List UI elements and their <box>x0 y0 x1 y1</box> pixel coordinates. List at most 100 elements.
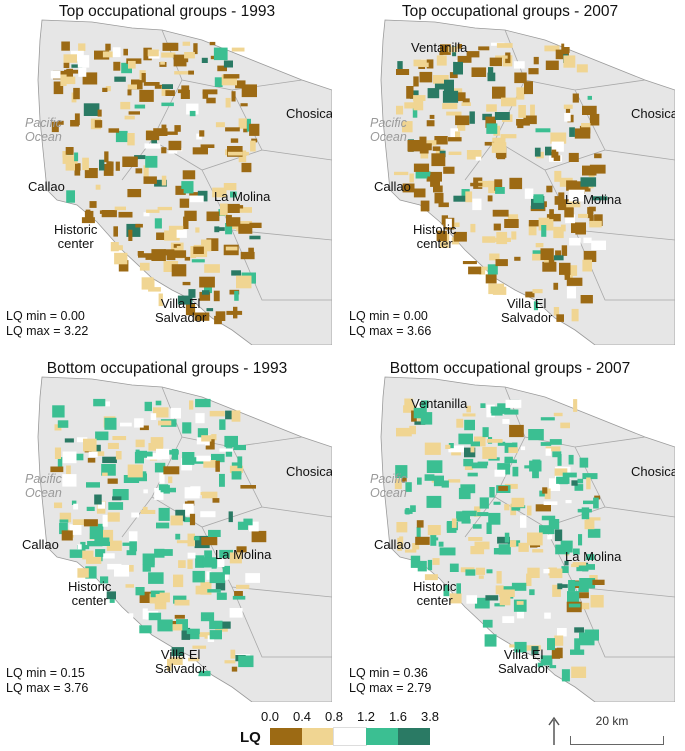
lq-patch <box>591 240 606 250</box>
lq-max: LQ max = 3.22 <box>6 324 89 338</box>
lq-patch <box>175 533 181 540</box>
lq-patch <box>135 449 140 457</box>
lq-patch <box>134 451 144 464</box>
lq-patch <box>494 603 505 607</box>
lq-patch <box>463 458 474 467</box>
lq-patch <box>236 584 250 589</box>
lq-patch <box>565 214 575 224</box>
lq-patch <box>182 422 192 434</box>
lq-patch <box>102 51 113 58</box>
lq-patch <box>231 91 236 102</box>
legend-tick: 0.4 <box>292 709 312 724</box>
lq-patch <box>171 264 187 277</box>
legend-swatch-1.6-3.8 <box>398 728 430 745</box>
lq-patch <box>102 456 117 463</box>
lq-patch <box>442 90 459 103</box>
lq-patch <box>100 576 109 584</box>
lq-patch <box>570 649 585 655</box>
lq-patch <box>176 540 192 544</box>
lq-patch <box>125 584 134 588</box>
lq-patch <box>528 223 537 236</box>
lq-patch <box>94 494 102 505</box>
lq-patch <box>593 497 599 509</box>
panel-title: Top occupational groups - 2007 <box>401 3 619 20</box>
lq-patch <box>545 60 559 70</box>
lq-patch <box>467 472 478 477</box>
lq-patch <box>461 617 472 629</box>
lq-patch <box>523 115 537 125</box>
lq-patch <box>128 111 140 115</box>
lq-patch <box>99 210 115 214</box>
lq-patch <box>211 564 217 569</box>
lq-patch <box>94 50 110 60</box>
lq-patch <box>217 65 227 72</box>
north-arrow-icon <box>548 716 560 745</box>
lq-patch <box>530 104 535 118</box>
lq-patch <box>397 61 403 73</box>
lq-patch <box>589 206 596 212</box>
lq-patch <box>396 105 404 115</box>
lq-patch <box>245 573 260 583</box>
lq-patch <box>582 105 597 115</box>
lq-patch <box>249 235 261 240</box>
lq-patch <box>243 518 253 526</box>
lq-patch <box>468 537 483 541</box>
lq-patch <box>433 75 449 84</box>
lq-patch <box>188 657 200 662</box>
lq-patch <box>183 216 189 229</box>
lq-patch <box>479 270 486 275</box>
lq-patch <box>553 282 559 290</box>
lq-patch <box>513 61 525 69</box>
lq-patch <box>203 460 216 468</box>
lq-patch <box>457 55 472 63</box>
lq-patch <box>139 89 154 102</box>
lq-patch <box>448 151 462 155</box>
lq-patch <box>562 472 577 478</box>
lq-patch <box>533 194 544 203</box>
lq-patch <box>553 255 564 261</box>
scale-bar: 20 km <box>548 712 678 748</box>
lq-patch <box>183 503 194 516</box>
lq-patch <box>577 508 592 513</box>
lq-patch <box>540 442 552 446</box>
legend-tick: 1.2 <box>356 709 376 724</box>
lq-patch <box>552 213 561 222</box>
lq-patch <box>532 289 543 294</box>
lq-patch <box>552 584 561 597</box>
lq-patch <box>77 437 88 443</box>
lq-patch <box>107 478 118 484</box>
lq-patch <box>569 127 575 137</box>
legend-title: LQ <box>240 729 261 746</box>
lq-patch <box>544 488 551 500</box>
lq-patch <box>407 140 422 152</box>
lq-patch <box>566 201 581 208</box>
lq-patch <box>104 151 109 163</box>
lq-patch <box>445 444 451 449</box>
map-canvas <box>380 19 675 345</box>
lq-patch <box>78 43 86 51</box>
lq-patch <box>535 243 544 248</box>
lq-patch <box>171 647 184 657</box>
lq-patch <box>413 95 426 101</box>
lq-patch <box>163 261 179 272</box>
lq-patch <box>549 439 562 445</box>
lq-patch <box>579 564 595 570</box>
lq-patch <box>193 246 204 254</box>
lq-patch <box>114 252 128 265</box>
lq-patch <box>87 457 96 463</box>
lq-patch <box>121 62 132 74</box>
lq-patch <box>215 311 226 321</box>
lq-patch <box>488 67 494 76</box>
lq-patch <box>455 131 461 139</box>
lq-patch <box>478 575 484 579</box>
lq-patch <box>574 128 591 139</box>
lq-patch <box>494 179 503 191</box>
lq-patch <box>77 545 90 550</box>
lq-patch <box>143 451 153 457</box>
lq-patch <box>555 250 562 260</box>
lq-patch <box>190 246 197 259</box>
lq-patch <box>195 585 207 595</box>
lq-patch <box>504 409 519 415</box>
lq-patch <box>223 74 240 79</box>
lq-patch <box>74 113 80 126</box>
